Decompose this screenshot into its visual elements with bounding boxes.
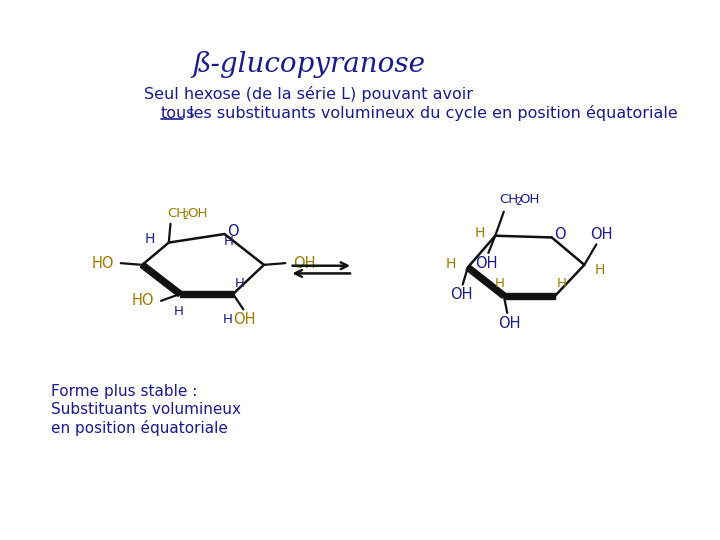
Text: OH: OH xyxy=(498,315,520,330)
Text: H: H xyxy=(495,277,505,290)
Text: O: O xyxy=(228,224,239,239)
Text: HO: HO xyxy=(91,255,114,271)
Text: HO: HO xyxy=(132,293,154,308)
Text: H: H xyxy=(223,313,233,326)
Text: OH: OH xyxy=(293,255,315,271)
Polygon shape xyxy=(180,291,233,297)
Text: OH: OH xyxy=(450,287,472,302)
Text: en position équatoriale: en position équatoriale xyxy=(51,420,228,436)
Text: CH: CH xyxy=(500,193,518,206)
Text: OH: OH xyxy=(233,312,256,327)
Text: H: H xyxy=(446,257,456,271)
Text: tous: tous xyxy=(161,106,196,121)
Text: Forme plus stable :: Forme plus stable : xyxy=(51,384,198,399)
Text: O: O xyxy=(554,226,566,241)
Text: les substituants volumineux du cycle en position équatoriale: les substituants volumineux du cycle en … xyxy=(184,105,678,121)
Text: H: H xyxy=(474,226,485,240)
Text: CH: CH xyxy=(167,207,186,220)
Text: OH: OH xyxy=(519,193,539,206)
Text: ß-glucopyranose: ß-glucopyranose xyxy=(192,51,425,78)
Text: OH: OH xyxy=(186,207,207,220)
Text: OH: OH xyxy=(475,255,498,271)
Text: 2: 2 xyxy=(515,197,521,207)
Text: H: H xyxy=(595,263,605,277)
Text: H: H xyxy=(224,235,234,248)
Text: H: H xyxy=(145,232,155,246)
Text: Seul hexose (de la série L) pouvant avoir: Seul hexose (de la série L) pouvant avoi… xyxy=(144,86,473,103)
Text: H: H xyxy=(174,305,183,318)
Polygon shape xyxy=(466,265,505,298)
Text: H: H xyxy=(235,277,245,290)
Polygon shape xyxy=(140,262,181,296)
Text: OH: OH xyxy=(590,226,613,241)
Text: Substituants volumineux: Substituants volumineux xyxy=(51,402,241,417)
Text: 2: 2 xyxy=(182,211,189,221)
Text: H: H xyxy=(557,277,567,290)
Polygon shape xyxy=(504,293,555,299)
